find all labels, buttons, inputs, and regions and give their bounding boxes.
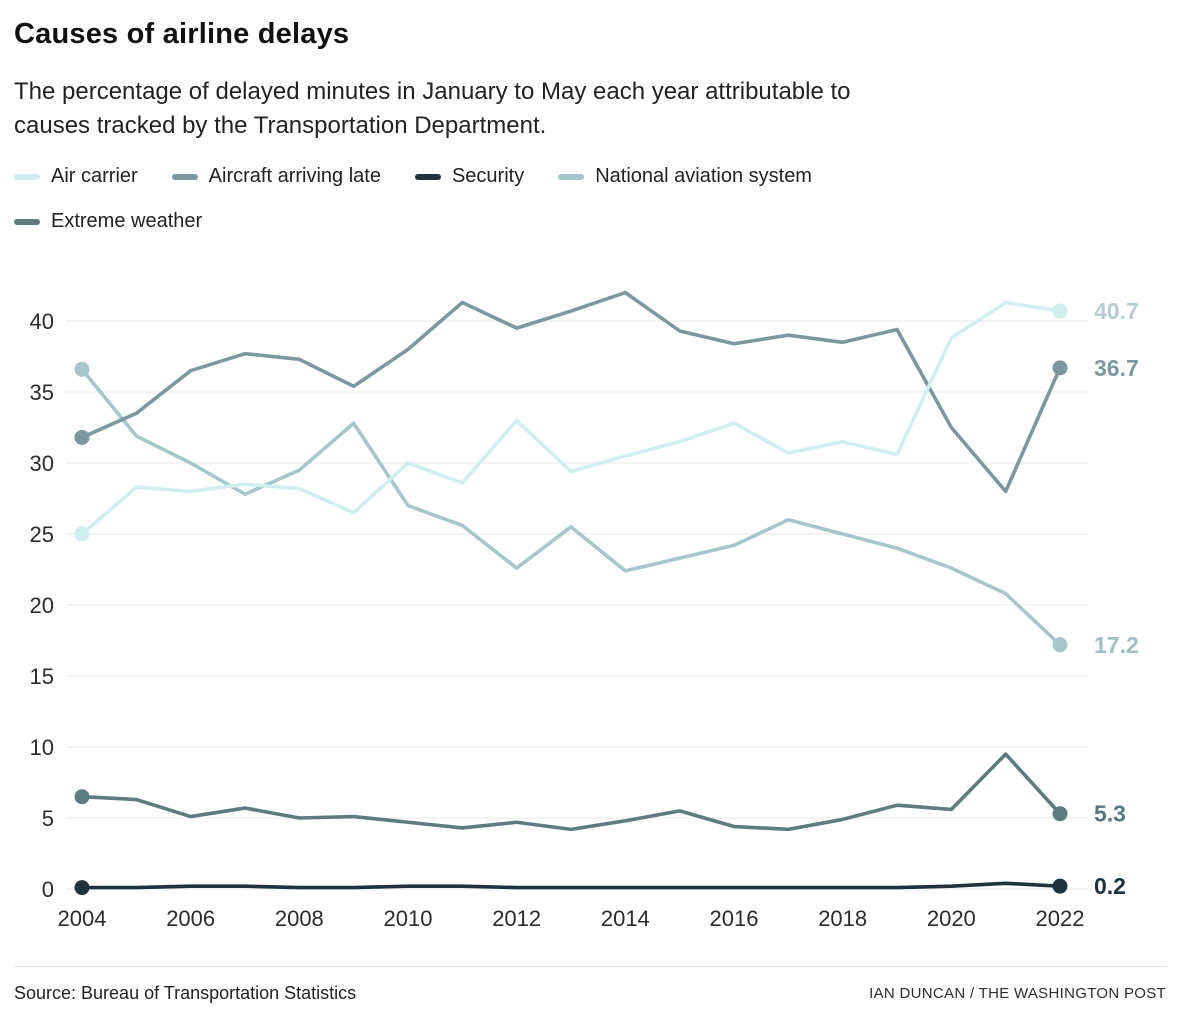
series-dot-national-aviation-system (74, 361, 90, 377)
x-tick-label: 2004 (58, 906, 107, 931)
y-tick-label: 5 (42, 806, 54, 831)
legend-label: National aviation system (595, 165, 812, 188)
legend-item-aircraft-arriving-late: Aircraft arriving late (171, 165, 381, 188)
x-tick-label: 2012 (492, 906, 541, 931)
legend-item-security: Security (414, 165, 525, 188)
legend-swatch-icon (171, 173, 198, 180)
series-end-label-security: 0.2 (1094, 873, 1126, 899)
y-tick-label: 15 (30, 664, 54, 689)
series-line-security (80, 881, 1062, 890)
series-dot-security (1052, 878, 1068, 894)
y-tick-label: 10 (30, 735, 54, 760)
series-dot-air-carrier (1052, 303, 1068, 319)
series-line-aircraft-arriving-late (80, 290, 1062, 494)
legend-item-air-carrier: Air carrier (14, 165, 138, 188)
series-end-label-air-carrier: 40.7 (1094, 298, 1139, 324)
x-tick-label: 2022 (1036, 906, 1085, 931)
chart-title: Causes of airline delays (14, 18, 350, 50)
series-dot-air-carrier (74, 526, 90, 542)
legend-swatch-icon (14, 173, 40, 180)
series-end-label-national-aviation-system: 17.2 (1094, 632, 1139, 658)
series-dot-extreme-weather (74, 789, 90, 805)
series-line-extreme-weather (80, 752, 1062, 832)
series-end-label-aircraft-arriving-late: 36.7 (1094, 355, 1139, 381)
series-dot-aircraft-arriving-late (1052, 360, 1068, 376)
y-tick-label: 0 (42, 877, 54, 902)
source-note: Source: Bureau of Transportation Statist… (14, 983, 357, 1003)
chart-subtitle: The percentage of delayed minutes in Jan… (14, 78, 851, 140)
legend-swatch-icon (414, 173, 441, 180)
x-tick-label: 2018 (818, 906, 867, 931)
series-end-label-extreme-weather: 5.3 (1094, 801, 1126, 827)
x-tick-label: 2006 (166, 906, 215, 931)
series-line-air-carrier (80, 300, 1062, 536)
x-tick-label: 2016 (710, 906, 759, 931)
y-tick-label: 20 (30, 593, 54, 618)
y-tick-label: 35 (30, 380, 54, 405)
chart-area: 0 5 10 15 20 25 30 35 40 2004 2006 2008 2010 2012 2014… (14, 239, 1166, 946)
x-tick-label: 2008 (275, 906, 324, 931)
x-tick-label: 2010 (384, 906, 433, 931)
series-dot-extreme-weather (1052, 806, 1068, 822)
y-tick-label: 30 (30, 451, 54, 476)
legend-label: Aircraft arriving late (208, 165, 381, 188)
y-tick-label: 25 (30, 522, 54, 547)
legend-swatch-icon (14, 218, 40, 225)
legend-label: Security (451, 165, 525, 188)
x-tick-label: 2020 (927, 906, 976, 931)
legend-label: Air carrier (51, 165, 138, 188)
series-dot-aircraft-arriving-late (74, 430, 90, 446)
line-chart: 0 5 10 15 20 25 30 35 40 2004 2006 2008 2010 2012 2014… (30, 290, 1139, 931)
series-dot-security (74, 880, 90, 896)
x-tick-label: 2014 (601, 906, 650, 931)
byline-credit: IAN DUNCAN / THE WASHINGTON POST (869, 985, 1166, 1002)
legend-label: Extreme weather (51, 210, 203, 233)
legend: Air carrier Aircraft arriving late Securit… (14, 165, 974, 233)
legend-item-extreme-weather: Extreme weather (14, 210, 202, 233)
y-tick-label: 40 (30, 309, 54, 334)
legend-swatch-icon (558, 173, 585, 180)
series-line-national-aviation-system (80, 367, 1062, 647)
series-dot-national-aviation-system (1052, 637, 1068, 653)
legend-item-national-aviation-system: National aviation system (558, 165, 812, 188)
chart-footer: Source: Bureau of Transportation Statist… (14, 966, 1166, 1020)
